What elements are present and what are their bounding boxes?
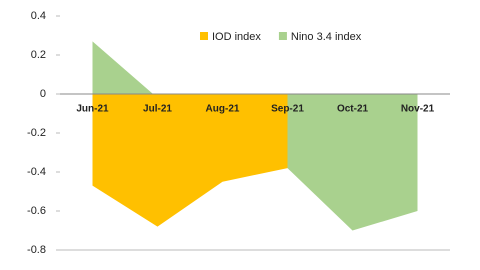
y-tick-label: 0 [40,88,46,100]
x-tick-label: Aug-21 [206,104,240,115]
x-tick-label: Jul-21 [143,104,172,115]
legend-swatch [200,32,208,40]
y-tick-label: -0.4 [27,166,46,178]
y-tick-label: -0.6 [27,205,46,217]
y-tick-label: -0.2 [27,127,46,139]
y-tick-label: 0.4 [31,10,46,22]
y-tick-label: -0.8 [27,244,46,256]
legend-swatch [278,32,287,40]
x-tick-label: Jun-21 [76,104,109,115]
x-tick-label: Nov-21 [401,104,435,115]
y-tick-label: 0.2 [31,49,46,61]
x-tick-label: Sep-21 [271,104,304,115]
legend-label: Nino 3.4 index [291,31,362,43]
area [92,94,288,227]
x-tick-label: Oct-21 [337,104,369,115]
legend-label: IOD index [212,31,261,43]
